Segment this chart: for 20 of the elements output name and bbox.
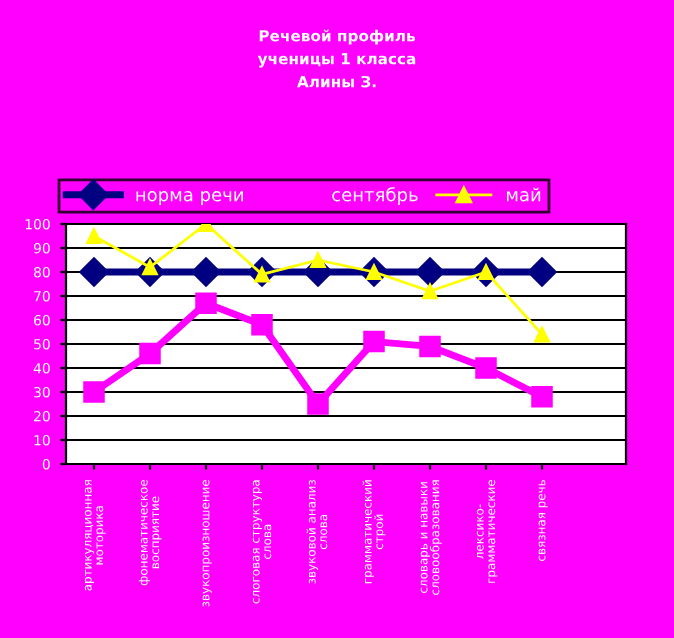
point (363, 330, 385, 353)
point (86, 228, 102, 244)
point (191, 257, 221, 287)
text: сентябрь (332, 187, 418, 205)
point (475, 357, 497, 379)
point (195, 292, 217, 314)
point (310, 252, 326, 268)
point (251, 314, 273, 336)
point (79, 257, 109, 287)
legend-label: май (506, 187, 541, 202)
point (527, 257, 557, 287)
point (139, 342, 161, 365)
point (534, 326, 550, 343)
point (419, 335, 441, 358)
point (415, 257, 445, 287)
point (307, 393, 329, 415)
point (422, 283, 438, 300)
legend-label: норма речи (136, 191, 243, 205)
point (531, 386, 553, 408)
point (83, 381, 105, 403)
